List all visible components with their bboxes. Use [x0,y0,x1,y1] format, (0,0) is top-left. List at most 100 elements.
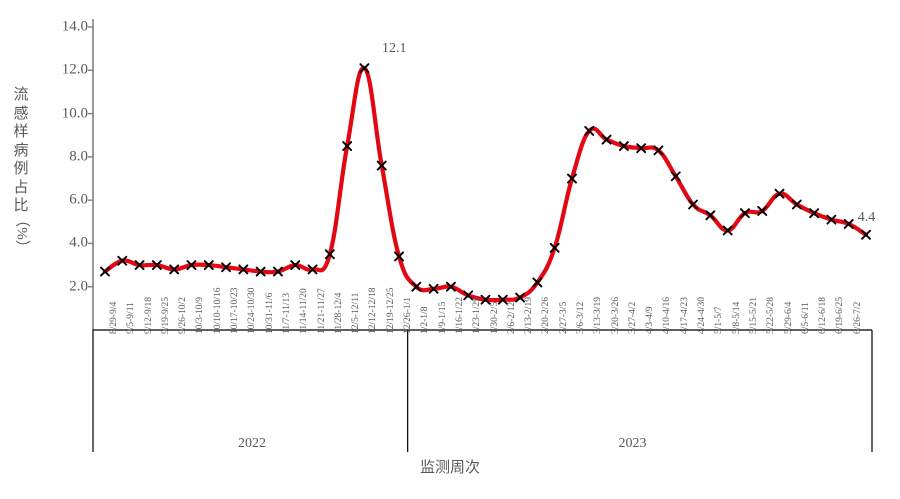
marker-stroke [774,188,785,199]
marker-stroke [134,260,145,271]
y-axis-tick-label: 12.0 [61,61,88,78]
marker-stroke [411,281,422,292]
marker-stroke [757,206,768,216]
y-axis-tick-label: 10.0 [61,105,88,122]
marker-stroke [186,260,197,271]
x-axis-tick-label: 1/2-1/8 [420,306,431,334]
data-point-marker [394,251,404,262]
marker-stroke [670,171,681,182]
y-axis-tick-label: 8.0 [69,148,88,165]
marker-stroke [618,141,629,152]
marker-stroke [843,219,854,229]
marker-stroke [307,264,318,275]
marker-stroke [480,294,491,305]
x-axis-tick-label: 2/6-2/12 [506,301,517,334]
marker-stroke [722,225,733,236]
data-point-marker [688,199,698,210]
marker-stroke [791,199,802,210]
x-axis-tick-label: 12/12-12/18 [368,287,379,334]
data-point-marker [791,199,802,210]
marker-stroke [100,266,110,277]
y-axis-label-char: 样 [13,124,29,140]
marker-stroke [428,283,439,294]
x-axis-tick-label: 5/15-5/21 [748,297,759,334]
x-axis-tick-label: 3/27-4/2 [627,301,638,334]
data-point-marker [757,206,768,216]
marker-stroke [688,199,698,210]
data-point-value-label: 12.1 [382,41,407,57]
marker-stroke [463,290,474,301]
x-axis-tick-label: 10/3-10/9 [195,297,206,334]
x-axis-tick-label: 3/6-3/12 [575,301,586,334]
x-axis-tick-label: 10/10-10/16 [212,287,223,334]
x-axis-tick-label: 10/24-10/30 [247,287,258,334]
x-axis-tick-label: 11/7-11/13 [281,293,292,334]
data-point-marker [307,264,318,275]
data-point-marker [376,160,387,171]
x-axis-tick-label: 9/26-10/2 [178,297,189,334]
x-axis-tick-label: 12/5-12/11 [351,292,362,334]
data-point-marker [324,249,335,260]
marker-stroke [705,210,716,221]
x-axis-tick-label: 8/29-9/4 [109,301,119,334]
x-axis-tick-label: 6/19-6/25 [835,297,846,334]
data-point-marker [186,260,197,271]
data-point-marker [636,143,647,154]
data-point-marker [359,63,370,74]
marker-stroke [584,125,595,136]
marker-stroke [445,281,456,292]
marker-stroke [861,229,871,240]
data-point-marker [826,214,837,225]
y-axis-label-char: 占 [13,179,29,196]
x-axis-tick-label: 2/13-2/19 [524,297,535,334]
y-axis-ticks: 2.0 4.0 6.0 8.0 10.0 12.0 14.0 [28,0,88,499]
marker-stroke [549,242,560,253]
x-axis-tick-label: 1/30-2/5 [489,301,500,334]
x-axis-tick-label: 6/26-7/2 [852,301,863,334]
marker-stroke [532,277,543,288]
data-point-marker [653,145,664,156]
data-point-marker [705,210,716,221]
data-point-marker [809,208,820,219]
x-axis-tick-label: 4/17-4/23 [679,297,690,334]
data-point-marker [618,141,629,152]
y-axis-label-char: 流 [13,87,29,103]
x-axis-tick-label: 1/9-1/15 [437,301,448,334]
data-point-marker [532,277,543,288]
data-point-marker [203,260,214,271]
marker-stroke [376,160,387,171]
data-point-marker [117,255,128,266]
x-axis-tick-label: 11/28-12/4 [333,292,344,334]
data-point-marker [584,125,595,136]
data-point-marker [567,173,577,184]
x-axis-tick-label: 2/20-2/26 [541,297,552,334]
data-point-marker [290,260,301,271]
x-axis-tick-label: 10/31-11/6 [264,292,275,334]
marker-stroke [739,208,750,219]
data-point-value-label: 4.4 [857,209,876,225]
y-axis-label-char: 感 [13,105,29,122]
x-axis-tick-label: 11/21-11/27 [316,288,327,334]
data-point-marker [169,264,180,275]
data-point-marker [861,229,871,240]
series-line [102,66,869,303]
data-point-marker [238,264,249,275]
data-point-marker [100,266,110,277]
x-axis-tick-label: 1/16-1/22 [454,297,465,334]
y-axis-tick-label: 4.0 [69,234,88,251]
data-point-marker [221,262,232,273]
y-axis-tick-label: 6.0 [69,191,88,208]
marker-stroke [567,173,577,184]
data-point-marker [342,141,353,152]
data-point-marker [463,290,474,301]
y-axis-label-char: 例 [13,161,29,177]
marker-stroke [290,260,301,271]
marker-stroke [394,251,404,262]
marker-stroke [653,145,664,156]
marker-stroke [601,134,612,145]
marker-stroke [809,208,820,219]
x-axis-tick-label: 6/12-6/18 [818,297,829,334]
x-axis-tick-label: 12/26-1/1 [403,297,414,334]
x-axis-tick-label: 10/17-10/23 [230,287,241,334]
